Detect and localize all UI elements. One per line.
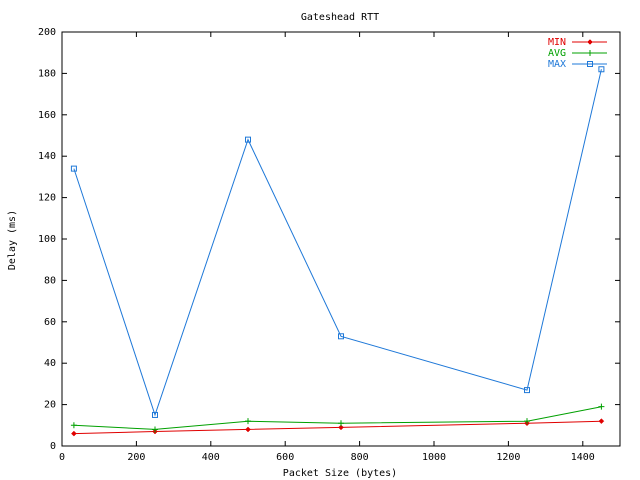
data-point-max [152, 411, 158, 418]
legend-marker-min [587, 39, 593, 45]
data-point-max [338, 333, 344, 340]
data-point-min [598, 418, 605, 425]
x-tick-label: 600 [276, 452, 294, 463]
data-point-avg [70, 422, 77, 429]
data-point-avg [598, 403, 605, 410]
data-point-avg [245, 418, 251, 425]
series-line-min [73, 420, 602, 435]
y-axis-label: Delay (ms) [7, 210, 18, 270]
x-tick-label: 1400 [571, 452, 595, 463]
plot-frame [61, 31, 621, 447]
y-tick-label: 180 [38, 68, 56, 79]
data-point-max [245, 136, 251, 143]
y-tick-label: 60 [44, 317, 56, 328]
data-point-max [598, 66, 605, 73]
data-point-avg [524, 418, 530, 425]
legend-marker-avg [587, 50, 593, 56]
legend-marker-max [587, 61, 593, 67]
x-tick-label: 200 [127, 452, 145, 463]
x-tick-label: 1000 [422, 452, 446, 463]
y-tick-label: 140 [38, 151, 56, 162]
y-tick-label: 80 [44, 275, 56, 286]
axis-ticks: 0 20 40 60 80 100 120 140 160 180 200 0 200 400 600 800… [38, 27, 620, 463]
y-tick-label: 160 [38, 110, 56, 121]
y-tick-label: 120 [38, 193, 56, 204]
data-point-max [524, 387, 530, 394]
legend-label-avg: AVG [548, 48, 566, 59]
x-tick-label: 400 [202, 452, 220, 463]
data-point-avg [152, 426, 158, 433]
data-point-min [71, 430, 77, 437]
x-axis-label: Packet Size (bytes) [283, 468, 397, 479]
y-tick-label: 20 [44, 400, 56, 411]
y-tick-label: 200 [38, 27, 56, 38]
y-tick-label: 100 [38, 234, 56, 245]
y-tick-label: 40 [44, 358, 56, 369]
y-tick-label: 0 [50, 441, 56, 452]
series-layer [70, 66, 605, 437]
legend-label-min: MIN [548, 37, 566, 48]
legend-label-max: MAX [548, 59, 566, 70]
x-tick-label: 1200 [496, 452, 520, 463]
series-line-avg [73, 406, 602, 430]
data-point-max [70, 165, 77, 172]
data-point-min [245, 426, 251, 433]
x-tick-label: 0 [59, 452, 65, 463]
chart-title: Gateshead RTT [301, 12, 379, 23]
data-point-min [338, 424, 344, 431]
series-line-max [73, 69, 602, 417]
x-tick-label: 800 [351, 452, 369, 463]
data-point-avg [338, 420, 344, 427]
